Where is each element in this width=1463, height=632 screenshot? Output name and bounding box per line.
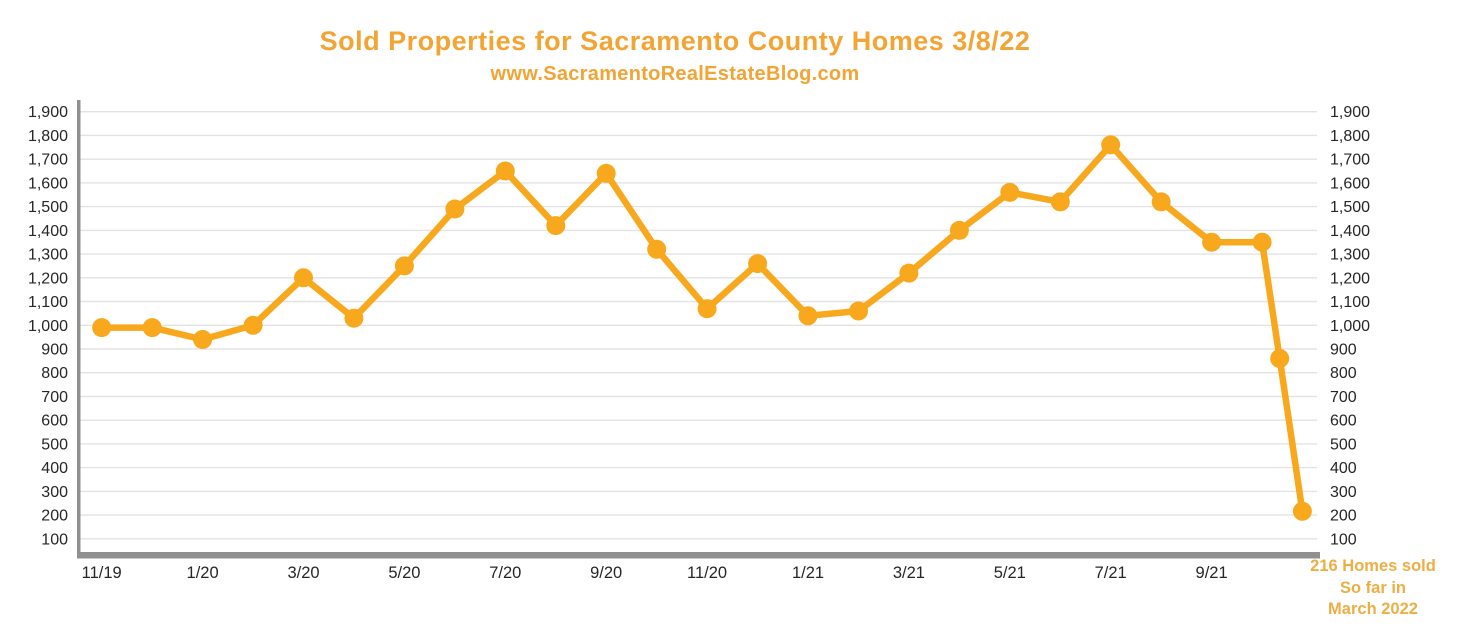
- data-point-marker: [1202, 232, 1222, 252]
- data-point-marker: [1151, 192, 1171, 212]
- data-point-marker: [1000, 182, 1020, 202]
- y-axis-tick-label-right: 700: [1330, 389, 1357, 406]
- x-axis-tick-label: 9/21: [1196, 564, 1228, 582]
- y-axis-tick-label-right: 600: [1330, 413, 1357, 430]
- y-axis-tick-label-right: 500: [1330, 436, 1357, 453]
- y-axis-tick-label-left: 1,200: [28, 270, 68, 287]
- data-point-marker: [1270, 349, 1290, 368]
- y-axis-tick-label-left: 1,600: [28, 175, 68, 192]
- page-title: Sold Properties for Sacramento County Ho…: [319, 26, 1031, 56]
- y-axis-tick-label-left: 1,400: [28, 223, 68, 240]
- y-axis-tick-label-right: 300: [1330, 484, 1357, 501]
- x-axis-tick-label: 3/20: [287, 564, 319, 582]
- y-axis-tick-label-right: 1,900: [1330, 104, 1370, 121]
- data-point-marker: [899, 263, 919, 283]
- y-axis-tick-label-left: 700: [41, 389, 68, 406]
- y-axis-tick-label-left: 600: [41, 413, 68, 430]
- x-axis-tick-label: 1/20: [187, 564, 219, 582]
- y-axis-tick-label-right: 200: [1330, 508, 1357, 525]
- y-axis-tick-label-right: 1,300: [1330, 247, 1370, 264]
- y-axis-tick-label-left: 1,900: [28, 104, 68, 121]
- y-axis-tick-label-right: 1,000: [1330, 318, 1370, 335]
- data-point-marker: [294, 268, 313, 288]
- data-point-marker: [495, 161, 515, 181]
- data-point-marker: [849, 301, 868, 321]
- y-axis-tick-label-left: 300: [41, 484, 68, 501]
- x-axis-tick-label: 1/21: [792, 564, 824, 582]
- x-axis-tick-label: 5/21: [994, 564, 1026, 582]
- y-axis-tick-label-right: 1,600: [1330, 175, 1370, 192]
- data-point-marker: [949, 220, 969, 240]
- y-axis-tick-label-left: 1,300: [28, 247, 68, 264]
- x-axis-tick-label: 5/20: [388, 564, 420, 582]
- data-point-marker: [1101, 135, 1121, 155]
- annotation-line-2: So far in: [1339, 578, 1406, 597]
- data-point-marker: [647, 239, 667, 259]
- y-axis-tick-label-right: 1,800: [1330, 128, 1370, 145]
- annotation-line-3: March 2022: [1328, 600, 1418, 618]
- data-point-marker: [546, 216, 566, 236]
- y-axis-tick-label-left: 800: [41, 365, 68, 382]
- y-axis-tick-label-right: 900: [1330, 342, 1357, 359]
- data-point-marker: [748, 254, 768, 274]
- y-axis-tick-label-left: 500: [41, 436, 68, 453]
- data-point-marker: [142, 318, 162, 338]
- data-point-marker: [1292, 501, 1312, 521]
- y-axis-tick-label-left: 1,800: [28, 128, 68, 145]
- march-2022-annotation: 216 Homes sold So far in March 2022: [1295, 556, 1451, 621]
- data-point-marker: [92, 318, 112, 338]
- x-axis-tick-label: 11/19: [82, 564, 122, 582]
- x-axis-tick-label: 11/20: [687, 564, 727, 582]
- page-subtitle: www.SacramentoRealEstateBlog.com: [490, 63, 860, 85]
- x-axis-tick-label: 9/20: [590, 564, 622, 582]
- x-axis-tick-label: 3/21: [893, 564, 925, 582]
- data-point-marker: [1252, 232, 1272, 252]
- series-line: [98, 141, 1306, 515]
- y-axis-tick-label-left: 1,500: [28, 199, 68, 216]
- x-axis-line: [77, 552, 1320, 559]
- x-axis-tick-label: 7/20: [489, 564, 521, 582]
- y-axis-tick-label-right: 1,200: [1330, 270, 1370, 287]
- y-axis-tick-label-left: 1,100: [28, 294, 68, 311]
- y-axis-tick-label-left: 400: [41, 460, 68, 477]
- data-point-marker: [394, 256, 414, 276]
- y-axis-tick-label-left: 100: [41, 531, 68, 548]
- x-axis-tick-label: 7/21: [1095, 564, 1127, 582]
- data-point-marker: [697, 299, 717, 319]
- data-point-marker: [193, 330, 213, 349]
- y-axis-tick-label-right: 100: [1330, 531, 1357, 548]
- data-point-marker: [1050, 192, 1070, 212]
- y-axis-tick-label-left: 900: [41, 342, 68, 359]
- y-axis-tick-label-right: 1,100: [1330, 294, 1370, 311]
- data-point-marker: [344, 308, 364, 328]
- y-axis-line: [77, 100, 81, 559]
- y-axis-tick-label-right: 800: [1330, 365, 1357, 382]
- data-point-marker: [445, 199, 465, 219]
- y-axis-tick-label-left: 200: [41, 508, 68, 525]
- y-axis-tick-label-left: 1,700: [28, 152, 68, 169]
- y-axis-tick-label-left: 1,000: [28, 318, 68, 335]
- y-axis-tick-label-right: 1,500: [1330, 199, 1370, 216]
- data-point-marker: [798, 306, 818, 326]
- annotation-line-1: 216 Homes sold: [1310, 557, 1436, 575]
- data-point-marker: [596, 163, 616, 183]
- y-axis-tick-label-right: 1,700: [1330, 152, 1370, 169]
- y-axis-tick-label-right: 400: [1330, 460, 1357, 477]
- y-axis-tick-label-right: 1,400: [1330, 223, 1370, 240]
- data-point-marker: [243, 315, 263, 335]
